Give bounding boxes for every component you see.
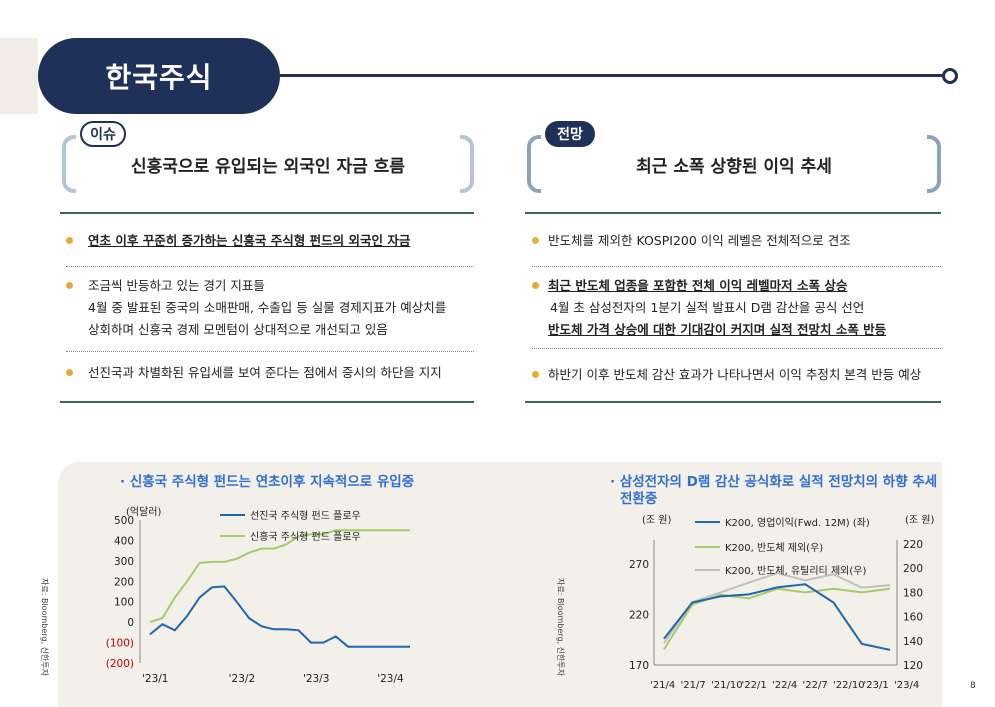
bullet-dot bbox=[532, 237, 539, 244]
left-bullet-2-line2: 4월 중 발표된 중국의 소매판매, 수출입 등 실물 경제지표가 예상치를 bbox=[88, 300, 447, 315]
chart1-unit-label: (억달러) bbox=[126, 506, 162, 518]
chart1-ytick: 100 bbox=[114, 597, 134, 609]
chart1-source: 자료: Bloomberg, 신한투자 bbox=[40, 578, 49, 677]
title-rule bbox=[280, 74, 944, 77]
left-bullet-1-text: 연초 이후 꾸준히 증가하는 신흥국 주식형 펀드의 외국인 자금 bbox=[88, 233, 411, 248]
chart2-xtick: '22/1 bbox=[742, 680, 767, 691]
right-divider-2 bbox=[532, 348, 941, 349]
chart1-svg: (억달러)500 400 300 200 100 0 (100) (200) '23/1 '23/… bbox=[106, 506, 410, 685]
chart2-legend-label-2: K200, 반도체 제외(우) bbox=[725, 542, 823, 554]
chart2-xtick: '23/1 bbox=[864, 680, 889, 691]
chart2-right-unit: (조 원) bbox=[905, 514, 934, 526]
left-bracket-close bbox=[460, 135, 474, 193]
chart2-xtick: '23/4 bbox=[894, 680, 919, 691]
bullet-dot bbox=[66, 282, 73, 289]
chart2-xtick: '21/4 bbox=[650, 680, 675, 691]
right-top-rule bbox=[525, 212, 941, 214]
issue-tag: 이슈 bbox=[80, 121, 126, 147]
chart2-legend-label-3: K200, 반도체, 유틸리티 제외(우) bbox=[725, 564, 866, 577]
right-bullet-2-line1: 최근 반도체 업종을 포함한 전체 이익 레벨마저 소폭 상승 bbox=[548, 278, 848, 293]
left-bullet-2-line1: 조금씩 반등하고 있는 경기 지표들 bbox=[88, 278, 265, 293]
right-bullet-2-line2: 4월 초 삼성전자의 1분기 실적 발표시 D램 감산을 공식 선언 bbox=[550, 300, 865, 315]
left-bullet-3-text: 선진국과 차별화된 유입세를 보여 준다는 점에서 증시의 하단을 지지 bbox=[88, 365, 442, 380]
chart1-ytick: 300 bbox=[114, 556, 134, 568]
chart1-series-line-2 bbox=[149, 529, 410, 624]
chart1-title: · 신흥국 주식형 펀드는 연초이후 지속적으로 유입중 bbox=[120, 474, 415, 490]
chart1-ytick: 0 bbox=[127, 617, 134, 629]
left-bullet-2-line3: 상회하며 신흥국 경제 모멘텀이 상대적으로 개선되고 있음 bbox=[88, 322, 388, 337]
right-bottom-rule bbox=[525, 401, 941, 403]
chart1-xtick: '23/4 bbox=[377, 673, 404, 685]
chart2-xtick: '22/4 bbox=[772, 680, 797, 691]
chart2-right-ytick: 140 bbox=[903, 636, 923, 648]
title-rule-end-dot bbox=[942, 68, 958, 84]
outlook-tag: 전망 bbox=[545, 121, 595, 147]
chart2-right-ytick: 200 bbox=[903, 563, 923, 575]
chart2-svg: (조 원) (조 원) 270 220 170 220 200 180 160 140 120 '21… bbox=[629, 514, 935, 691]
chart2-right-ytick: 180 bbox=[903, 587, 923, 599]
chart1-xtick: '23/3 bbox=[303, 673, 329, 685]
chart2-left-unit: (조 원) bbox=[642, 514, 671, 526]
chart1-series-line-1 bbox=[149, 585, 410, 648]
header-accent bbox=[0, 38, 38, 114]
chart2-left-ytick: 220 bbox=[629, 610, 649, 622]
chart2-xtick: '21/7 bbox=[681, 680, 706, 691]
right-divider-1 bbox=[532, 266, 941, 267]
page-title: 한국주식 bbox=[38, 38, 280, 114]
chart2-left-ytick: 270 bbox=[629, 559, 649, 571]
chart1-ytick: 200 bbox=[114, 576, 134, 588]
chart2-xtick: '21/10 bbox=[711, 680, 743, 691]
chart1-xtick: '23/2 bbox=[229, 673, 255, 685]
chart2-series-line-1 bbox=[663, 583, 891, 651]
chart1-xtick: '23/1 bbox=[142, 673, 168, 685]
bullet-dot bbox=[532, 282, 539, 289]
chart2-right-ytick: 220 bbox=[903, 539, 923, 551]
chart2-right-ytick: 160 bbox=[903, 612, 923, 624]
chart2-legend-label-1: K200, 영업이익(Fwd. 12M) (좌) bbox=[725, 516, 870, 529]
right-bracket-open bbox=[527, 135, 541, 193]
bullet-dot bbox=[66, 369, 73, 376]
left-bottom-rule bbox=[60, 401, 474, 403]
issue-headline: 신흥국으로 유입되는 외국인 자금 흐름 bbox=[131, 157, 405, 177]
chart2-right-ytick: 120 bbox=[903, 660, 923, 672]
chart1-ytick: (200) bbox=[106, 658, 134, 670]
chart1-ytick: 500 bbox=[114, 515, 134, 527]
chart2-xtick: '22/7 bbox=[803, 680, 828, 691]
chart2-title-line2: 전환중 bbox=[620, 491, 658, 507]
left-top-rule bbox=[60, 212, 474, 214]
bullet-dot bbox=[532, 371, 539, 378]
right-bullet-2-line3: 반도체 가격 상승에 대한 기대감이 커지며 실적 전망치 소폭 반등 bbox=[548, 322, 887, 337]
chart1-legend-label-2: 신흥국 주식형 펀드 플로우 bbox=[250, 530, 361, 543]
left-bracket-open bbox=[62, 135, 76, 193]
outlook-headline: 최근 소폭 상향된 이익 추세 bbox=[636, 157, 832, 177]
page-title-text: 한국주식 bbox=[105, 61, 213, 94]
chart1-legend-label-1: 선진국 주식형 펀드 플로우 bbox=[250, 510, 361, 522]
chart2-series-line-2 bbox=[663, 587, 891, 650]
left-divider-1 bbox=[66, 266, 474, 267]
right-bullet-1-text: 반도체를 제외한 KOSPI200 이익 레벨은 전체적으로 견조 bbox=[548, 233, 851, 248]
right-bracket-close bbox=[927, 135, 941, 193]
chart2-source: 자료: Bloomberg, 신한투자 bbox=[556, 578, 565, 677]
page-number: 8 bbox=[970, 681, 976, 691]
bullet-dot bbox=[66, 237, 73, 244]
chart1-ytick: 400 bbox=[114, 535, 134, 547]
chart2-title-line1: · 삼성전자의 D램 감산 공식화로 실적 전망치의 하향 추세 bbox=[610, 474, 938, 490]
chart2-series-line-3 bbox=[663, 571, 891, 644]
left-divider-2 bbox=[66, 351, 474, 352]
chart2-xtick: '22/10 bbox=[833, 680, 865, 691]
right-bullet-3-text: 하반기 이후 반도체 감산 효과가 나타나면서 이익 추정치 본격 반등 예상 bbox=[548, 367, 922, 382]
chart1-ytick: (100) bbox=[106, 638, 134, 650]
chart2-left-ytick: 170 bbox=[629, 660, 649, 672]
